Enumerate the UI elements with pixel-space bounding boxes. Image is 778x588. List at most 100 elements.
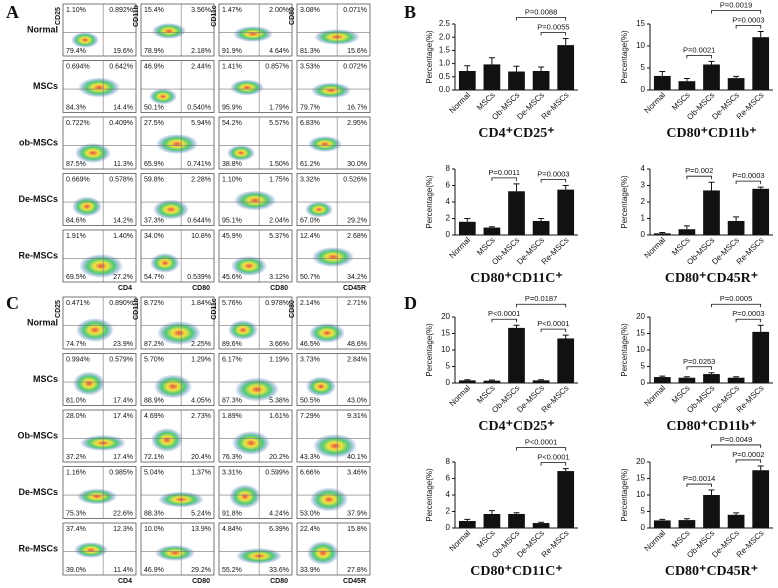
y-axis-label: CD80	[289, 7, 296, 25]
cell-cloud	[79, 254, 123, 278]
x-tick-label: Normal	[448, 383, 473, 408]
quadrant-value: 1.84%	[191, 300, 211, 307]
quadrant-value: 22.4%	[300, 526, 320, 533]
p-value: P=0.0253	[683, 357, 715, 366]
quadrant-value: 4.84%	[222, 526, 242, 533]
panel-label: C	[6, 293, 19, 313]
quadrant-value: 0.694%	[66, 63, 90, 70]
cell-cloud	[310, 487, 348, 512]
error-bar	[562, 468, 569, 472]
x-tick-label: Normal	[448, 235, 473, 260]
plot-frame	[296, 173, 371, 226]
cell-cloud	[232, 431, 270, 455]
quadrant-value: 5.57%	[269, 120, 289, 127]
significance-bracket	[711, 444, 762, 448]
p-value: P=0.0003	[537, 169, 569, 178]
quadrant-value: 45.6%	[222, 274, 242, 281]
p-value: P=0.0002	[732, 450, 764, 459]
cell-cloud	[306, 376, 336, 397]
p-value: P<0.0001	[525, 438, 557, 447]
y-axis-title: Percentage(%)	[620, 323, 629, 377]
quadrant-value: 0.890%	[109, 300, 133, 307]
error-bar	[488, 379, 495, 381]
quadrant-value: 5.76%	[222, 300, 242, 307]
p-value: P<0.0001	[537, 453, 569, 462]
y-tick-label: 6	[446, 181, 451, 190]
quadrant-value: 1.79%	[269, 104, 289, 111]
significance-bracket	[735, 318, 762, 323]
quadrant-value: 11.4%	[114, 567, 133, 574]
error-bar	[464, 65, 471, 71]
x-tick-label: Normal	[643, 528, 668, 553]
quadrant-value: 1.10%	[222, 176, 242, 183]
y-tick-label: 6	[446, 474, 451, 483]
quadrant-value: 46.9%	[144, 567, 164, 574]
x-axis-label: CD45R	[343, 285, 366, 292]
quadrant-value: 3.12%	[269, 274, 289, 281]
x-axis-label: CD4	[118, 285, 132, 292]
quadrant-value: 20.4%	[191, 454, 211, 461]
significance-bracket	[686, 366, 712, 370]
row-label: Normal	[27, 317, 58, 327]
quadrant-value: 2.04%	[269, 217, 289, 224]
quadrant-value: 34.0%	[144, 233, 164, 240]
quadrant-value: 40.1%	[347, 454, 367, 461]
quadrant-value: 6.83%	[300, 120, 320, 127]
quadrant-value: 0.994%	[66, 356, 90, 363]
bar	[678, 377, 696, 383]
cell-cloud	[150, 253, 180, 273]
error-bar	[488, 226, 495, 228]
plot-frame	[296, 3, 371, 57]
quadrant-value: 6.66%	[300, 469, 320, 476]
quadrant-value: 0.539%	[187, 274, 211, 281]
y-tick-label: 1	[641, 214, 646, 223]
error-bar	[708, 489, 715, 495]
y-tick-label: 0	[641, 85, 646, 94]
y-axis-title: Percentage(%)	[620, 468, 629, 522]
plot-frame	[140, 60, 215, 113]
cell-cloud	[233, 26, 273, 42]
quadrant-value: 1.40%	[113, 233, 133, 240]
quadrant-value: 28.0%	[66, 413, 86, 420]
row-label: MSCs	[33, 374, 58, 384]
quadrant-value: 2.71%	[347, 300, 367, 307]
quadrant-value: 17.4%	[113, 454, 133, 461]
quadrant-value: 69.5%	[66, 274, 86, 281]
cell-cloud	[305, 201, 333, 218]
quadrant-value: 50.5%	[300, 397, 320, 404]
quadrant-value: 0.985%	[109, 469, 133, 476]
cell-cloud	[74, 542, 108, 558]
error-bar	[683, 78, 690, 82]
cell-cloud	[311, 82, 351, 99]
quadrant-value: 84.3%	[66, 104, 86, 111]
quadrant-value: 87.5%	[66, 161, 86, 168]
quadrant-value: 54.7%	[144, 274, 164, 281]
p-value: P=0.0005	[720, 294, 752, 303]
quadrant-value: 1.50%	[269, 161, 289, 168]
y-axis-title: Percentage(%)	[620, 175, 629, 229]
error-bar	[538, 218, 545, 221]
y-tick-label: 5	[641, 362, 646, 371]
cell-cloud	[152, 23, 186, 39]
p-value: P=0.0003	[732, 15, 764, 24]
cell-cloud	[313, 434, 357, 458]
p-value: P=0.0088	[525, 8, 557, 17]
quadrant-value: 53.0%	[300, 510, 320, 517]
error-bar	[757, 186, 764, 189]
y-tick-label: 10	[636, 490, 645, 499]
quadrant-value: 84.6%	[66, 217, 86, 224]
quadrant-value: 5.70%	[144, 356, 164, 363]
bar	[557, 471, 575, 528]
cell-cloud	[71, 32, 99, 48]
y-tick-label: 0.5	[439, 72, 451, 81]
y-tick-label: 3	[641, 181, 646, 190]
quadrant-value: 46.5%	[300, 341, 320, 348]
quadrant-value: 15.8%	[347, 526, 367, 533]
quadrant-value: 0.741%	[187, 161, 211, 168]
bar	[653, 520, 671, 528]
x-axis-label: CD80	[270, 285, 288, 292]
bar	[703, 374, 720, 383]
panel-label: D	[404, 293, 417, 313]
cell-cloud	[235, 377, 279, 402]
y-tick-label: 10	[441, 345, 450, 354]
